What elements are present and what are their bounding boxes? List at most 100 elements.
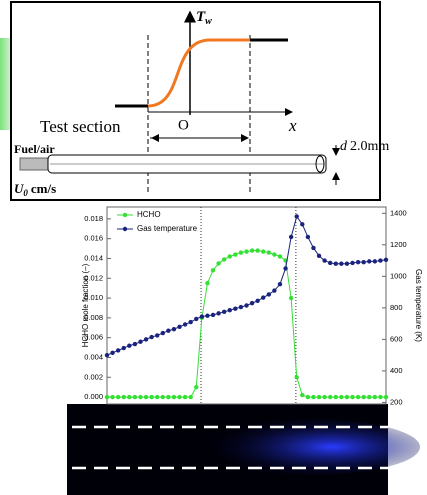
point [355, 394, 361, 400]
point [205, 281, 210, 286]
y2-axis-label: Gas temperature (K) [414, 269, 423, 342]
point [322, 258, 327, 263]
point [367, 394, 372, 400]
point [344, 394, 350, 400]
point [121, 394, 126, 400]
point [238, 304, 244, 310]
point [138, 339, 143, 344]
point [177, 394, 182, 400]
point [171, 326, 177, 332]
point [194, 316, 199, 322]
point [272, 288, 277, 293]
point [283, 266, 288, 271]
point [294, 375, 299, 380]
point [300, 222, 305, 227]
y2-tick-label: 1400 [390, 208, 407, 217]
point [143, 337, 149, 342]
point [372, 394, 378, 400]
point [171, 394, 177, 400]
point [182, 394, 188, 400]
y2-tick-label: 1200 [390, 240, 407, 249]
y-tick-label: 0.008 [84, 313, 103, 322]
temp-profile [147, 38, 250, 108]
point [121, 345, 126, 351]
legend-label: Gas temperature [137, 224, 198, 233]
point [227, 308, 232, 313]
inlet-label: Fuel/air [14, 142, 55, 156]
y-tick-label: 0.002 [84, 372, 103, 381]
y2-tick-label: 600 [390, 334, 403, 343]
point [155, 333, 160, 338]
point [350, 394, 355, 400]
section-label: Test section [40, 117, 121, 136]
point [350, 260, 355, 266]
point [255, 298, 260, 303]
point [288, 234, 294, 240]
point [344, 261, 350, 266]
legend-marker [122, 212, 128, 218]
point [294, 214, 299, 219]
point [182, 322, 188, 327]
point [361, 259, 366, 265]
point [339, 261, 344, 266]
point [216, 261, 221, 266]
point [194, 384, 199, 390]
point [261, 295, 266, 300]
y-tick-label: 0.016 [84, 234, 103, 243]
point [216, 311, 221, 316]
point [277, 254, 283, 259]
point [166, 394, 171, 400]
point [210, 268, 216, 273]
y2-tick-label: 800 [390, 303, 403, 312]
point [355, 259, 361, 265]
point [272, 252, 277, 257]
point [227, 254, 232, 259]
point [333, 394, 338, 400]
legend-marker [122, 226, 128, 232]
point [160, 330, 165, 336]
y-tick-label: 0.018 [84, 214, 103, 223]
y2-tick-label: 200 [390, 397, 403, 406]
tube-end [315, 155, 325, 173]
velocity-symbol: U [14, 181, 24, 196]
point [305, 234, 311, 240]
y-tick-label: 0.000 [84, 392, 103, 401]
tw-label: Tw [196, 9, 212, 27]
x-label: x [288, 116, 297, 135]
point [110, 394, 115, 400]
point [238, 250, 244, 255]
point [261, 249, 266, 254]
point [233, 252, 238, 257]
nozzle [19, 157, 49, 171]
point [378, 258, 383, 263]
point [383, 394, 389, 400]
y-tick-label: 0.012 [84, 273, 103, 282]
tw-subscript: w [205, 16, 212, 27]
point [210, 312, 216, 318]
point [266, 250, 272, 255]
series-line [106, 215, 387, 356]
point [277, 282, 283, 287]
point [244, 249, 249, 254]
y2-tick-label: 400 [390, 366, 403, 375]
point [115, 394, 121, 400]
point [372, 259, 378, 264]
y-tick-label: 0.014 [84, 253, 103, 262]
point [188, 319, 193, 325]
point [110, 350, 115, 355]
point [205, 313, 210, 318]
point [361, 394, 366, 400]
point [322, 394, 327, 400]
point [143, 394, 149, 400]
flame-glow [200, 419, 420, 475]
point [188, 394, 193, 400]
point [115, 348, 121, 353]
velocity-label: U0 cm/s [14, 181, 56, 198]
point [255, 248, 260, 253]
point [311, 245, 316, 251]
point [132, 341, 138, 347]
origin-label: O [178, 117, 189, 133]
point [244, 303, 249, 308]
point [378, 394, 383, 400]
